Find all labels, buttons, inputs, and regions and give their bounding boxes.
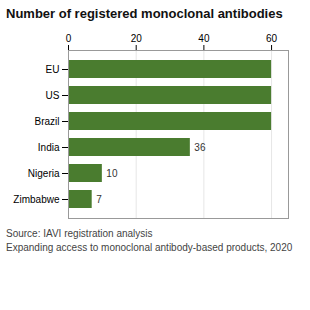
svg-text:Nigeria: Nigeria (28, 167, 60, 178)
svg-text:40: 40 (198, 32, 210, 43)
svg-text:India: India (38, 141, 60, 152)
svg-text:Zimbabwe: Zimbabwe (13, 193, 60, 204)
svg-text:10: 10 (106, 167, 118, 178)
svg-text:36: 36 (194, 141, 206, 152)
svg-text:60: 60 (266, 32, 278, 43)
svg-text:20: 20 (131, 32, 143, 43)
svg-text:EU: EU (46, 63, 60, 74)
html-text:Expanding access to monoclonal: Expanding access to monoclonal antibody-… (6, 242, 293, 254)
svg-text:Brazil: Brazil (34, 115, 59, 126)
html-text:Number of registered monoclona: Number of registered monoclonal antibodi… (6, 6, 283, 21)
svg-text:0: 0 (66, 32, 72, 43)
html-text:Source: IAVI registration anal: Source: IAVI registration analysis (6, 227, 153, 239)
svg-text:7: 7 (96, 193, 102, 204)
svg-text:US: US (46, 89, 60, 100)
